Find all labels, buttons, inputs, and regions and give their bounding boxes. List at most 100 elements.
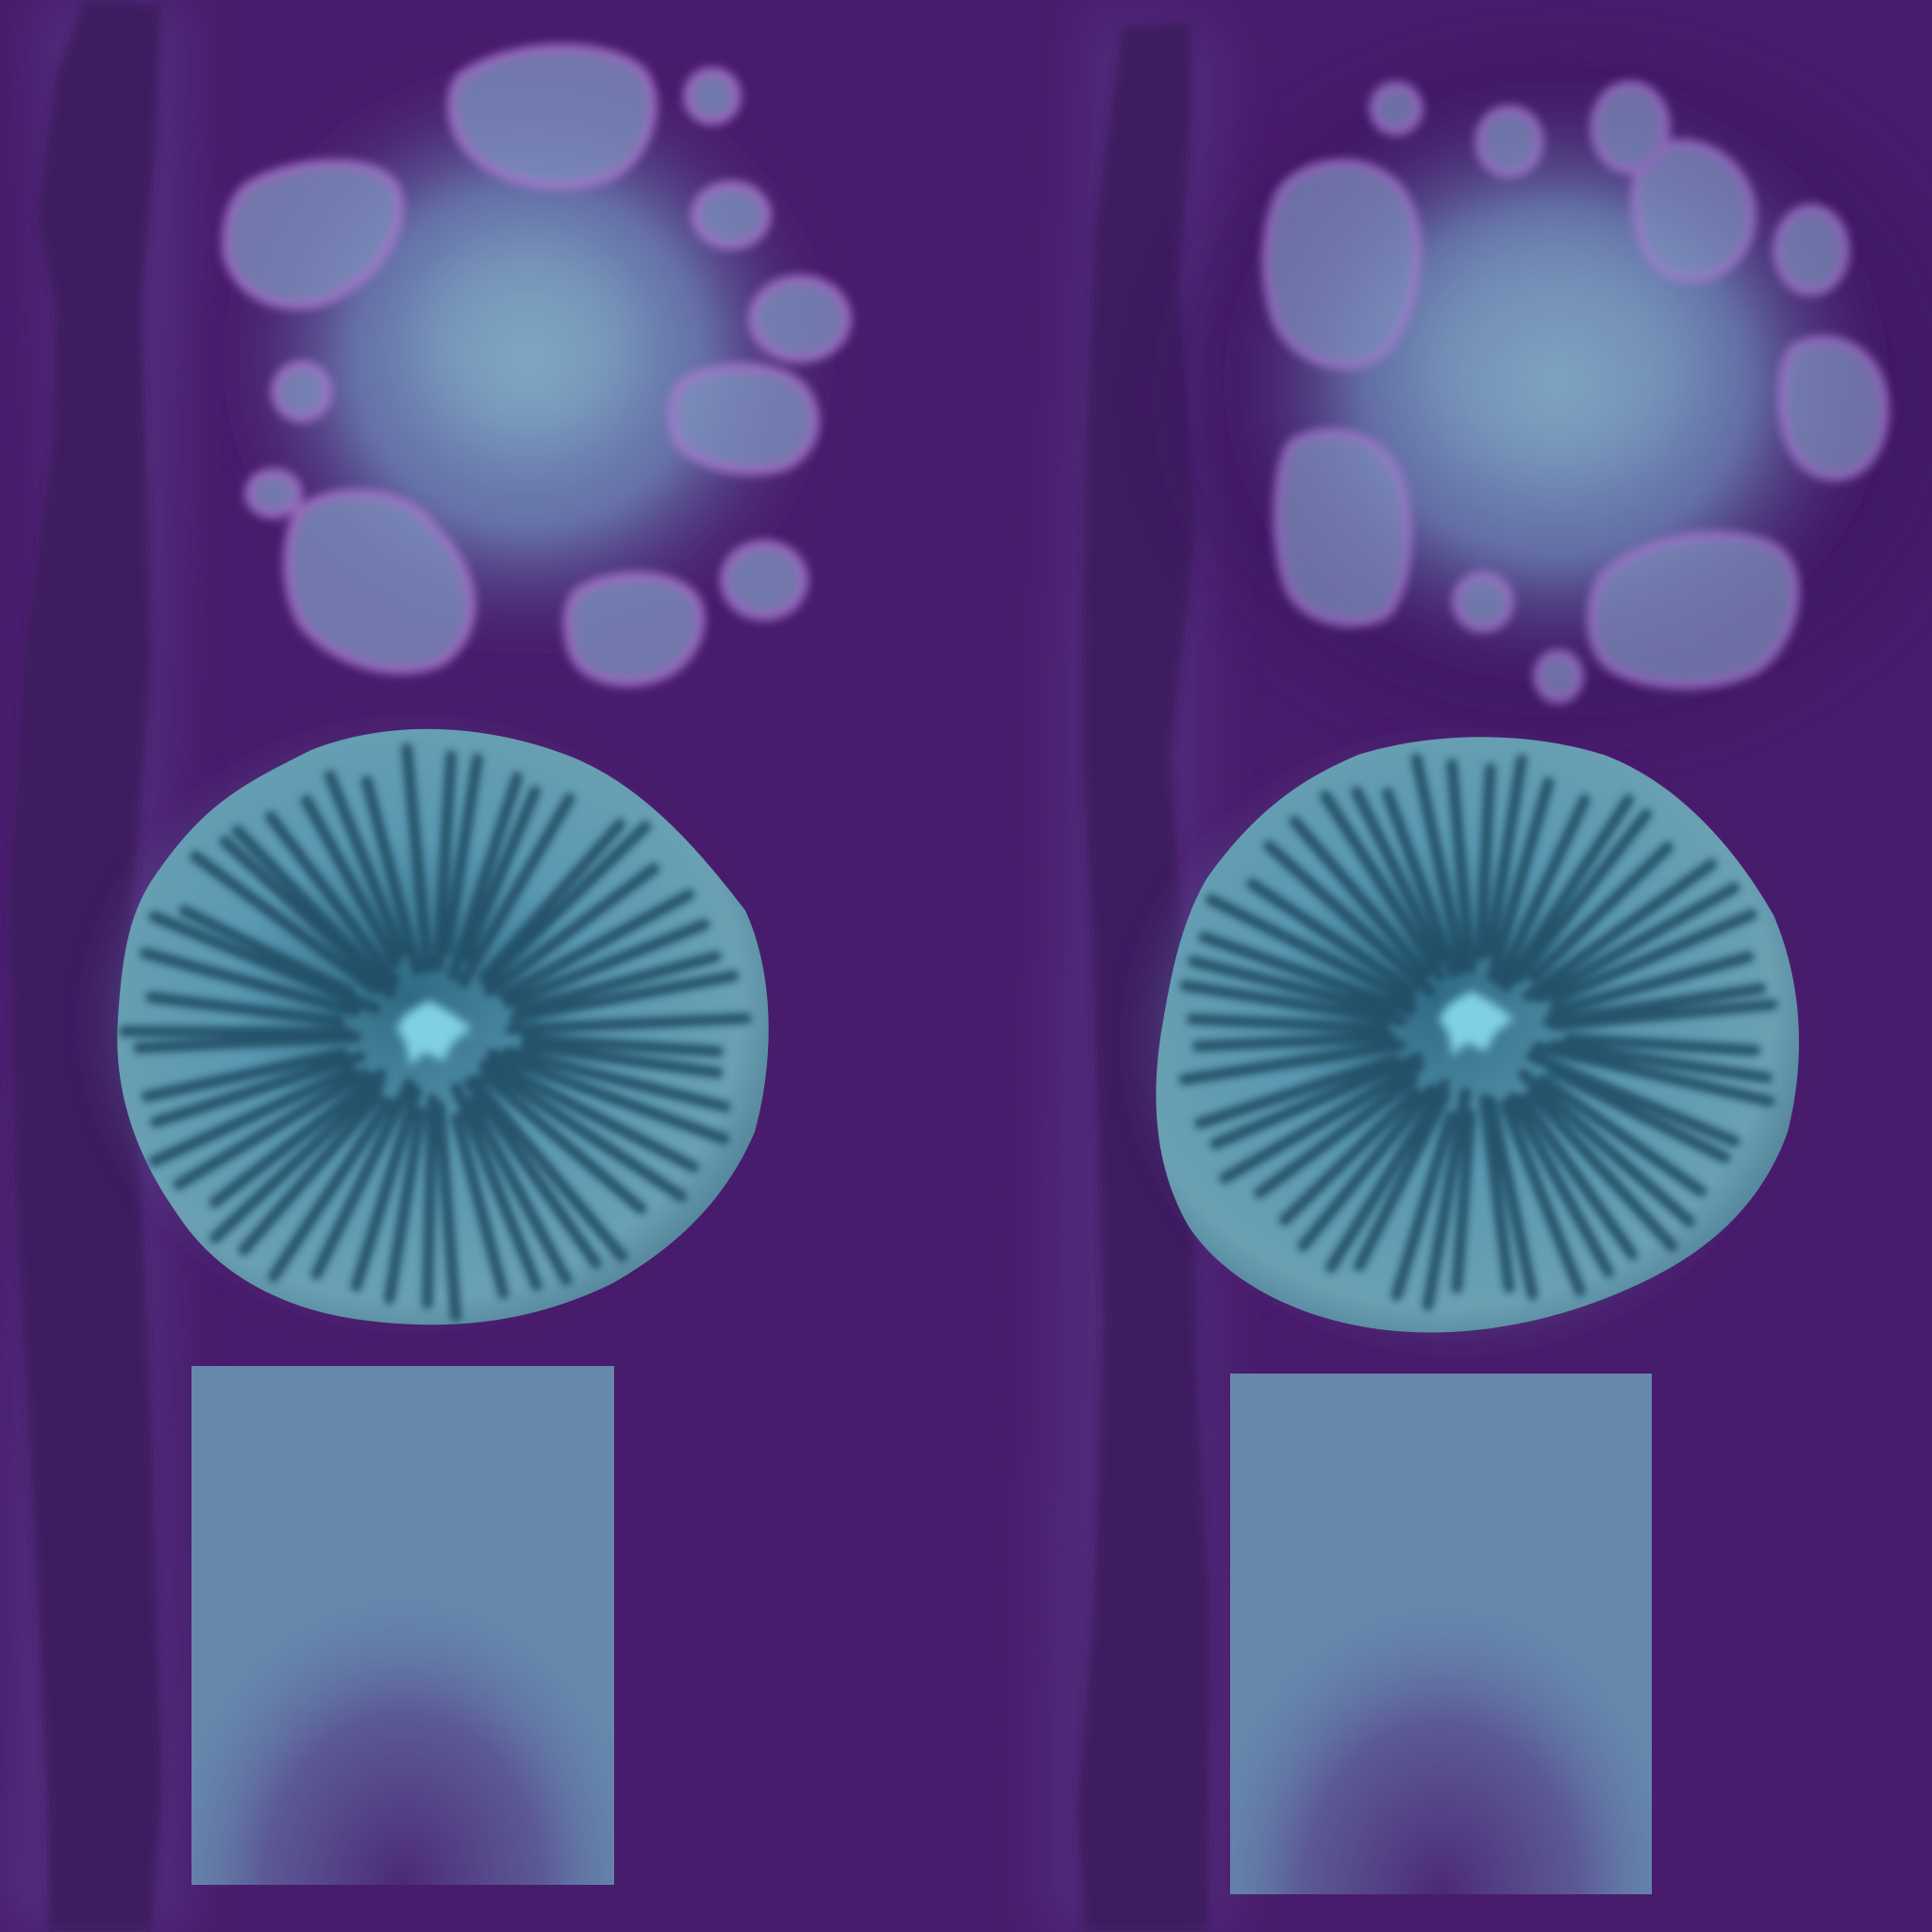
gill-line — [1451, 1108, 1476, 1293]
gill-line — [459, 786, 541, 962]
gill-line — [1422, 1087, 1472, 1311]
gill-line — [1533, 882, 1740, 1004]
gill-line — [1410, 753, 1469, 974]
gill-line — [520, 1040, 724, 1079]
gill-line — [190, 850, 381, 995]
gill-line — [447, 772, 524, 981]
gill-line — [1563, 1033, 1761, 1057]
gill-line — [1278, 1087, 1422, 1226]
gill-line — [1191, 1031, 1396, 1052]
gill-line — [478, 1060, 688, 1203]
gill-line — [141, 1047, 349, 1103]
gill-line — [1320, 790, 1446, 982]
gill-line — [1518, 1069, 1695, 1227]
gill-line — [514, 951, 722, 1016]
gill-line — [139, 947, 361, 1017]
gill-line — [1537, 1074, 1707, 1197]
gill-line — [1522, 858, 1717, 1002]
gill-line — [1501, 793, 1635, 992]
gill-line — [1209, 1052, 1424, 1150]
gill-line — [267, 1096, 394, 1283]
gill-line — [383, 1107, 426, 1305]
gill-line — [1474, 763, 1496, 962]
gill-line — [145, 991, 345, 1027]
gill-line — [477, 818, 626, 983]
gill-line — [148, 910, 381, 1015]
gill-line — [1525, 1087, 1678, 1252]
gill-line — [1324, 1078, 1451, 1274]
gill-line — [1499, 1099, 1586, 1297]
gill-line — [1263, 840, 1436, 997]
gill-line — [1198, 931, 1417, 1016]
gill-line — [300, 794, 402, 969]
gill-line — [1289, 815, 1432, 980]
gill-line — [209, 1077, 386, 1244]
gill-line — [505, 1012, 752, 1036]
gill-line — [1479, 1093, 1515, 1293]
gill-line — [1506, 1091, 1614, 1278]
variant-right — [1038, 0, 1932, 1932]
gill-line — [502, 1045, 731, 1113]
gill-line — [1513, 808, 1653, 984]
gill-line — [264, 810, 401, 987]
gill-line — [451, 1112, 509, 1299]
gill-line — [1548, 908, 1757, 1006]
base-block-left — [192, 1366, 614, 1885]
gill-line — [1353, 1090, 1451, 1272]
gill-line — [1532, 1041, 1775, 1108]
variant-left — [0, 0, 852, 1932]
gill-line — [238, 1091, 385, 1256]
gill-line — [148, 1065, 358, 1167]
gill-line — [434, 1100, 462, 1323]
gill-line — [173, 1068, 371, 1191]
cap-top-left — [208, 43, 852, 688]
gill-line — [463, 1076, 602, 1269]
gill-line — [1484, 754, 1527, 958]
gill-line — [465, 1096, 573, 1286]
gill-line — [422, 1093, 439, 1309]
gill-line — [178, 905, 356, 998]
gill-line — [1446, 758, 1476, 974]
gill-line — [231, 824, 396, 993]
gill-line — [441, 753, 484, 957]
gill-line — [150, 1051, 366, 1128]
gill-line — [480, 821, 652, 988]
gill-line — [310, 1077, 415, 1280]
gill-line — [208, 1068, 387, 1208]
gill-line — [1187, 956, 1397, 1018]
gill-line — [503, 919, 710, 1009]
gill-line — [1186, 1013, 1390, 1035]
gill-line — [484, 1056, 700, 1173]
gill-line — [1297, 1083, 1437, 1252]
gill-line — [498, 889, 695, 1001]
gill-line — [521, 1033, 724, 1058]
gill-line — [1246, 877, 1418, 996]
gill-line — [324, 770, 408, 958]
gill-line — [1549, 998, 1778, 1031]
base-block-right — [1230, 1374, 1652, 1894]
gill-line — [509, 970, 740, 1024]
gill-line — [1381, 788, 1460, 979]
gill-line — [1517, 1092, 1639, 1260]
cap-gills-left — [66, 703, 769, 1344]
cap-gills-right — [1108, 717, 1807, 1368]
gill-line — [1485, 1095, 1539, 1301]
gill-line — [1527, 841, 1674, 984]
gill-line — [350, 1085, 423, 1292]
gill-line — [450, 1082, 542, 1291]
gill-line — [478, 1070, 647, 1215]
gill-line — [1542, 982, 1767, 1027]
gill-line — [1494, 794, 1591, 988]
gill-line — [484, 862, 660, 997]
gill-lines-right — [1178, 753, 1778, 1311]
gill-line — [1351, 786, 1446, 966]
gill-line — [1548, 1039, 1773, 1084]
gill-line — [1547, 1065, 1731, 1164]
gill-line — [432, 750, 458, 973]
cap-top-right — [1170, 57, 1932, 736]
gill-line — [401, 742, 434, 974]
gill-line — [1219, 1060, 1425, 1184]
gill-line — [458, 792, 575, 989]
gill-line — [1547, 951, 1755, 1018]
